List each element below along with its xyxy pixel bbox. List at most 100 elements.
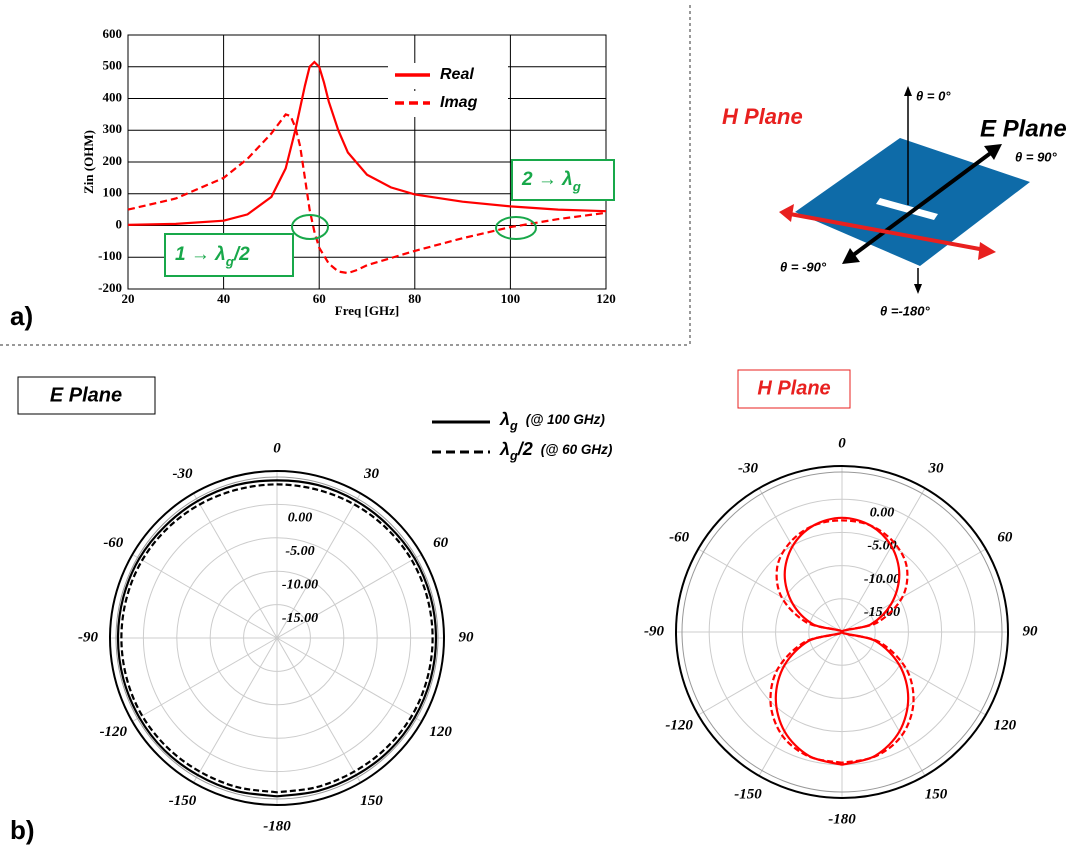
theta-label: θ = -90°: [780, 259, 827, 274]
arrow-head: [984, 144, 1002, 160]
theta-tick-label: 90: [1023, 623, 1039, 639]
y-tick-label: 200: [103, 153, 123, 168]
x-tick-label: 100: [501, 291, 521, 306]
text-part: g: [509, 449, 518, 463]
spoke: [132, 637, 278, 722]
e-plane-label: E Plane: [980, 115, 1067, 142]
theta-tick-label: 150: [925, 786, 948, 802]
theta-tick-label: -150: [734, 786, 762, 802]
pattern: [774, 516, 910, 766]
legend-label: λg (@ 100 GHz): [499, 409, 605, 434]
theta-tick-label: -60: [669, 529, 689, 545]
ring: [142, 503, 412, 773]
spoke: [841, 631, 926, 777]
x-tick-label: 80: [408, 291, 421, 306]
annotation-box: [511, 159, 615, 201]
spoke: [758, 631, 843, 777]
polar-title: E Plane: [50, 384, 122, 406]
y-tick-label: 600: [103, 26, 123, 41]
spoke: [132, 554, 278, 639]
text-part: g: [225, 254, 234, 269]
text-part: 2 → λ: [521, 169, 573, 190]
theta-tick-label: 30: [928, 461, 945, 477]
theta-tick-label: -180: [828, 811, 856, 827]
theta-tick-label: 30: [363, 466, 380, 482]
spoke: [193, 493, 278, 639]
legend-bg: [388, 91, 508, 117]
spoke: [697, 631, 843, 716]
panel-label: b): [10, 815, 35, 845]
theta-tick-label: -90: [78, 629, 98, 645]
text-part: (@ 60 GHz): [541, 442, 613, 457]
text-part: 1 → λ: [175, 244, 226, 265]
y-axis-label: Zin (OHM): [81, 130, 96, 194]
outer-ring: [675, 465, 1009, 799]
x-tick-label: 60: [313, 291, 326, 306]
highlight: [291, 214, 329, 240]
ring: [176, 537, 378, 739]
r-tick-label: -10.00: [864, 572, 900, 587]
text-part: g: [572, 179, 581, 194]
theta-tick-label: -120: [665, 717, 693, 733]
theta-tick-label: 0: [838, 435, 846, 451]
spoke: [697, 548, 843, 633]
title-box: [737, 369, 851, 409]
theta-tick-label: -150: [169, 793, 197, 809]
spoke: [841, 548, 987, 633]
text-part: λ: [499, 409, 510, 429]
ground-plane: [795, 138, 1030, 266]
pattern: [116, 479, 438, 798]
legend-label: Real: [440, 66, 474, 83]
theta-label: θ =-180°: [880, 303, 930, 318]
y-tick-label: -100: [98, 248, 122, 263]
theta-tick-label: -120: [100, 724, 128, 740]
polar-title: H Plane: [757, 377, 830, 399]
outer-ring: [109, 470, 445, 806]
theta-tick-label: -60: [103, 535, 123, 551]
r-tick-label: -15.00: [282, 611, 318, 626]
slot: [876, 198, 938, 220]
text-part: (@ 100 GHz): [526, 412, 606, 427]
ring: [741, 531, 943, 733]
theta-tick-label: -30: [173, 466, 193, 482]
y-tick-label: 100: [103, 185, 123, 200]
spoke: [276, 493, 361, 639]
theta-tick-label: 120: [429, 724, 452, 740]
series-line: [127, 60, 607, 226]
spoke: [276, 637, 361, 783]
legend-label: λg/2 (@ 60 GHz): [499, 439, 613, 464]
annotation: 2 → λg: [521, 169, 581, 194]
spoke: [758, 487, 843, 633]
ring: [708, 498, 976, 766]
ring: [808, 598, 876, 666]
arrow-head: [842, 248, 860, 264]
r-tick-label: -10.00: [282, 577, 318, 592]
text-part: g: [509, 419, 518, 433]
theta-tick-label: -30: [738, 461, 758, 477]
pattern: [120, 483, 434, 794]
annotation-box: [164, 233, 294, 277]
x-tick-label: 40: [217, 291, 230, 306]
ring: [209, 570, 345, 706]
pattern: [769, 519, 915, 764]
arrow-head: [914, 284, 922, 294]
text-part: /2: [233, 244, 250, 265]
arrow-head: [779, 204, 794, 222]
r-tick-label: 0.00: [288, 511, 313, 526]
h-arrow: [789, 212, 986, 252]
theta-label: θ = 0°: [916, 88, 951, 103]
theta-tick-label: 90: [459, 629, 475, 645]
theta-tick-label: 150: [360, 793, 383, 809]
theta-tick-label: 120: [994, 717, 1017, 733]
title-box: [17, 376, 156, 415]
outer-ring: [681, 471, 1003, 793]
spoke: [276, 637, 422, 722]
x-tick-label: 120: [596, 291, 616, 306]
y-tick-label: 300: [103, 121, 123, 136]
spoke: [276, 554, 422, 639]
text-part: λ: [499, 439, 510, 459]
r-tick-label: -5.00: [285, 544, 314, 559]
outer-ring: [115, 476, 439, 800]
y-tick-label: -200: [98, 280, 122, 295]
